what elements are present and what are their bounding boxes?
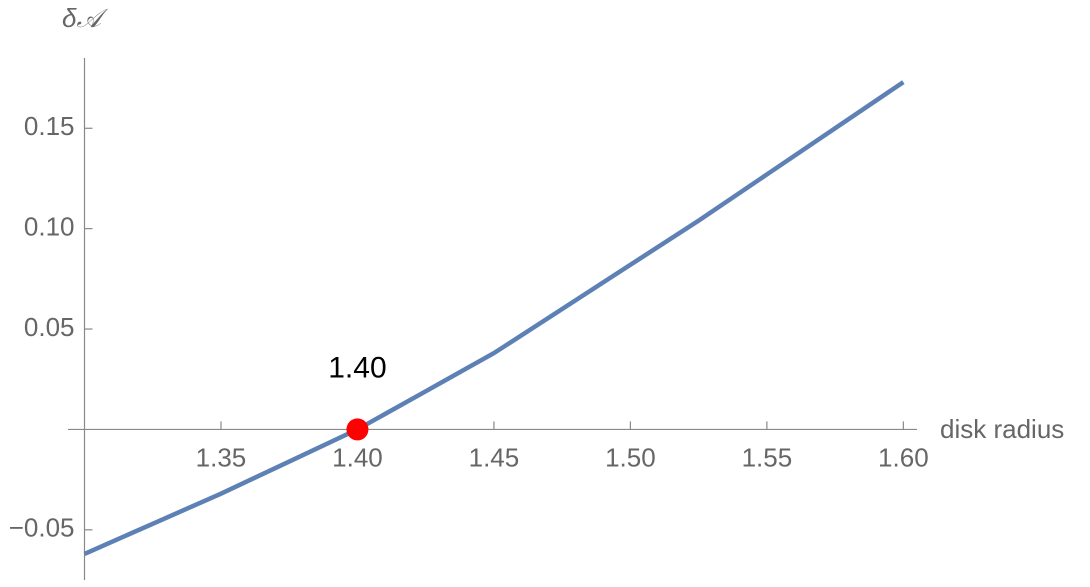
annotation-label: 1.40 bbox=[328, 351, 386, 384]
y-tick-label: 0.10 bbox=[24, 212, 75, 242]
x-tick-label: 1.60 bbox=[878, 442, 929, 472]
y-axis-label: δ𝒜 bbox=[62, 3, 108, 33]
y-tick-label: 0.15 bbox=[24, 111, 75, 141]
line bbox=[83, 80, 905, 556]
x-tick-label: 1.45 bbox=[469, 442, 520, 472]
x-tick-label: 1.55 bbox=[742, 442, 793, 472]
marker bbox=[346, 418, 369, 441]
x-tick-label: 1.40 bbox=[332, 442, 383, 472]
x-tick-label: 1.50 bbox=[605, 442, 656, 472]
x-axis-label: disk radius bbox=[940, 414, 1064, 444]
y-tick-label: −0.05 bbox=[9, 513, 75, 543]
x-tick-label: 1.35 bbox=[196, 442, 247, 472]
y-tick-label: 0.05 bbox=[24, 312, 75, 342]
